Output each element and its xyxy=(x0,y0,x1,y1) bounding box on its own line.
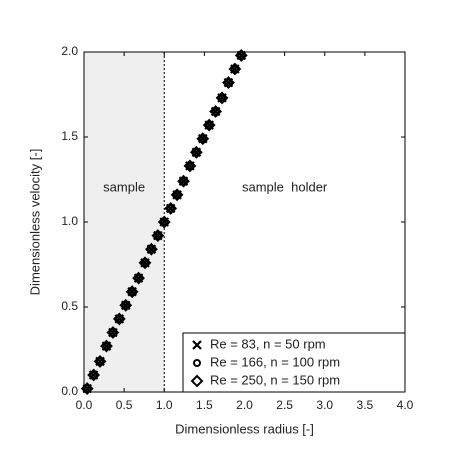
marker-circle xyxy=(128,287,137,296)
x-tick-label: 2.5 xyxy=(276,398,293,412)
marker-circle xyxy=(102,342,111,351)
marker-circle xyxy=(224,78,233,87)
marker-diamond xyxy=(215,91,229,105)
x-tick-label: 1.0 xyxy=(156,398,173,412)
marker-diamond xyxy=(132,271,145,285)
marker-circle xyxy=(185,161,194,170)
x-tick-label: 4.0 xyxy=(397,398,414,412)
marker-circle xyxy=(147,245,156,254)
marker-diamond xyxy=(112,312,126,326)
marker-diamond xyxy=(93,354,107,368)
legend-label: Re = 166, n = 100 rpm xyxy=(210,354,340,369)
legend-box xyxy=(182,332,406,393)
shaded-region xyxy=(84,52,165,392)
marker-circle xyxy=(211,107,220,116)
marker-diamond xyxy=(196,132,210,146)
x-tick-label: 0.5 xyxy=(116,398,133,412)
annotation: sample xyxy=(103,179,145,194)
marker-circle xyxy=(205,121,214,130)
marker-circle xyxy=(96,357,105,366)
marker-diamond xyxy=(164,201,178,215)
marker-x xyxy=(192,340,202,350)
marker-diamond xyxy=(209,105,223,118)
marker-diamond xyxy=(222,76,235,90)
x-tick-label: 3.5 xyxy=(357,398,374,412)
marker-diamond xyxy=(157,215,171,229)
marker-diamond xyxy=(202,118,216,132)
marker-circle xyxy=(160,218,169,226)
legend-label: Re = 83, n = 50 rpm xyxy=(210,336,326,351)
marker-diamond xyxy=(190,374,204,388)
legend-label: Re = 250, n = 150 rpm xyxy=(210,372,340,387)
marker-diamond xyxy=(100,339,113,353)
y-tick-label: 0.5 xyxy=(61,299,78,313)
marker-diamond xyxy=(87,368,101,382)
marker-circle xyxy=(218,93,227,102)
marker-diamond xyxy=(234,48,248,62)
y-tick-label: 1.5 xyxy=(61,129,78,143)
marker-circle xyxy=(121,301,130,310)
marker-circle xyxy=(153,231,162,240)
marker-circle xyxy=(108,328,117,337)
y-tick-label: 2.0 xyxy=(61,44,78,58)
x-tick-label: 1.5 xyxy=(196,398,213,412)
marker-circle xyxy=(140,258,149,267)
marker-diamond xyxy=(106,326,120,339)
x-axis-label: Dimensionless radius [-] xyxy=(175,421,314,436)
x-tick-label: 2.0 xyxy=(236,398,253,412)
marker-circle xyxy=(115,314,124,323)
marker-diamond xyxy=(144,242,158,256)
marker-diamond xyxy=(138,256,152,270)
marker-circle xyxy=(134,274,143,283)
marker-diamond xyxy=(151,229,165,243)
marker-circle xyxy=(193,359,201,367)
annotation: sample holder xyxy=(242,179,328,194)
marker-diamond xyxy=(125,285,139,299)
marker-diamond xyxy=(183,159,197,173)
marker-circle xyxy=(230,65,239,73)
marker-diamond xyxy=(228,62,242,76)
marker-diamond xyxy=(189,145,203,159)
x-tick-label: 0.0 xyxy=(76,398,93,412)
x-tick-label: 3.0 xyxy=(316,398,333,412)
y-tick-label: 0.0 xyxy=(61,384,78,398)
marker-diamond xyxy=(170,188,184,202)
marker-diamond xyxy=(119,298,133,312)
marker-diamond xyxy=(177,174,190,188)
marker-circle xyxy=(179,177,188,186)
marker-circle xyxy=(89,371,98,379)
marker-circle xyxy=(166,204,175,213)
y-tick-label: 1.0 xyxy=(61,214,78,228)
marker-circle xyxy=(192,148,201,157)
marker-circle xyxy=(198,134,207,143)
marker-circle xyxy=(173,190,182,199)
y-axis-label: Dimensionless velocity [-] xyxy=(27,149,42,296)
